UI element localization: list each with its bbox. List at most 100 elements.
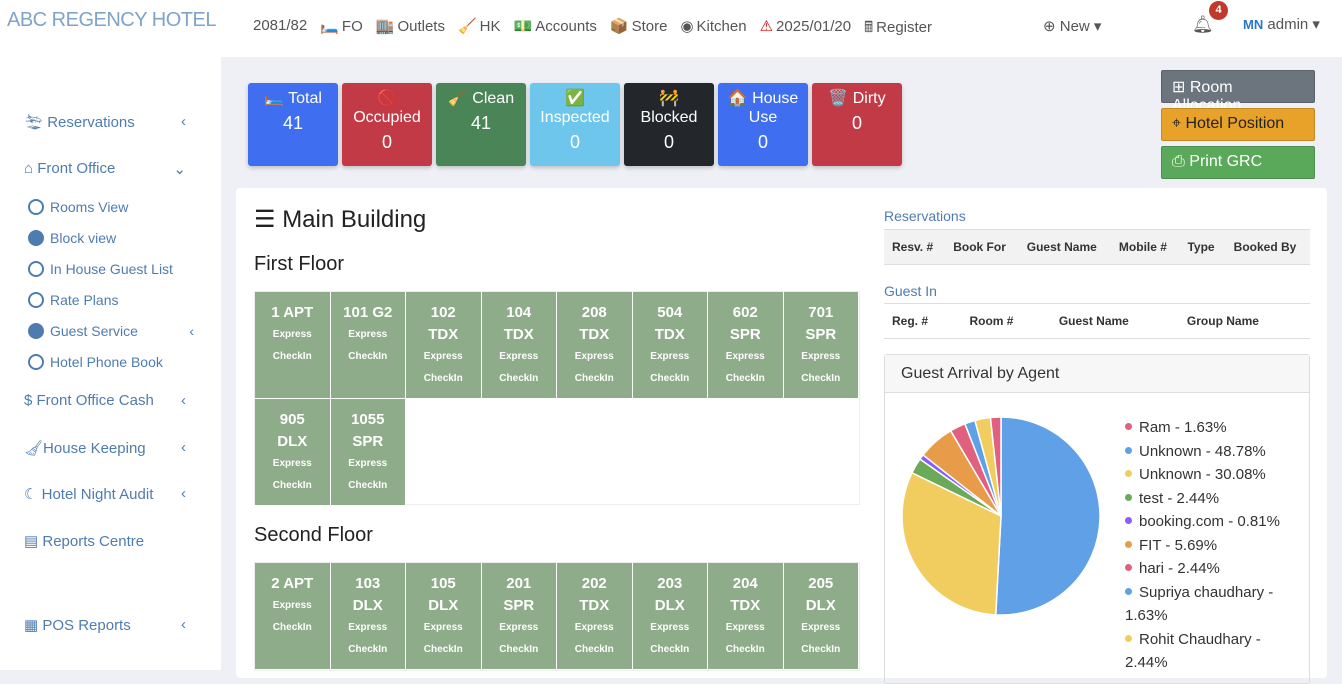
room-tile[interactable]: 2 APT Express CheckIn xyxy=(255,563,331,670)
legend-item[interactable]: booking.com - 0.81% xyxy=(1125,510,1305,534)
sidebar-item-front-office[interactable]: ⌂ Front Office ⌄ xyxy=(24,160,186,178)
room-status: CheckIn xyxy=(725,373,765,384)
room-tile[interactable]: 205 DLX Express CheckIn xyxy=(783,563,859,670)
nav-icon: 💵 xyxy=(513,18,533,35)
legend-item[interactable]: Unknown - 48.78% xyxy=(1125,440,1305,464)
legend-value: 30.08% xyxy=(1214,466,1266,483)
room-tile[interactable]: 701 SPR Express CheckIn xyxy=(783,292,859,399)
user-menu[interactable]: MN admin ▾ xyxy=(1243,16,1320,33)
status-card-occupied[interactable]: 🚫 Occupied 0 xyxy=(342,83,432,166)
room-tile[interactable]: 1 APT Express CheckIn xyxy=(255,292,331,399)
card-value: 0 xyxy=(851,113,862,133)
room-allocation-button[interactable]: ⊞ Room Allocation xyxy=(1161,70,1315,114)
hotel-position-button[interactable]: ⌖ Hotel Position xyxy=(1161,108,1315,141)
room-tile[interactable]: 1055 SPR Express CheckIn xyxy=(330,399,406,506)
pie-slice-unknown[interactable] xyxy=(994,416,1101,616)
sidebar-sub-rate-plans[interactable]: Rate Plans xyxy=(28,292,118,308)
nav-item-kitchen[interactable]: ◉ Kitchen xyxy=(680,18,747,35)
sidebar-item-night-audit[interactable]: ☾ Hotel Night Audit ‹ xyxy=(24,485,186,503)
room-status: Express xyxy=(574,622,614,633)
column-header: Mobile # xyxy=(1110,229,1180,265)
status-card-blocked[interactable]: 🚧 Blocked 0 xyxy=(624,83,714,166)
legend-item[interactable]: test - 2.44% xyxy=(1125,487,1305,511)
sidebar-item-house-keeping[interactable]: 🧹︎House Keeping ‹ xyxy=(24,439,186,457)
legend-dot xyxy=(1125,493,1132,501)
legend-item[interactable]: Rohit Chaudhary - 2.44% xyxy=(1125,630,1261,671)
sidebar-sub-block-view[interactable]: Block view xyxy=(28,230,116,246)
nav-item-accounts[interactable]: 💵 Accounts xyxy=(513,18,597,35)
column-header: Booked By xyxy=(1225,229,1310,265)
room-tile[interactable]: 201 SPR Express CheckIn xyxy=(481,563,557,670)
room-number: 1055 xyxy=(351,411,385,428)
room-tile[interactable]: 202 TDX Express CheckIn xyxy=(557,563,633,670)
circle-icon xyxy=(28,292,44,308)
nav-item-store[interactable]: 📦 Store xyxy=(609,18,668,35)
notification-badge: 4 xyxy=(1209,1,1228,20)
status-card-total[interactable]: 🛏️ Total 41 xyxy=(248,83,338,166)
legend-value: 1.63% xyxy=(1125,607,1168,624)
status-card-clean[interactable]: 🧹 Clean 41 xyxy=(436,83,526,166)
sidebar-sub-guest-service[interactable]: Guest Service ‹ xyxy=(28,323,194,339)
room-type: SPR xyxy=(729,326,761,343)
legend-dot xyxy=(1125,564,1132,571)
room-tile[interactable]: 602 SPR Express CheckIn xyxy=(708,292,784,399)
nav-item-register[interactable]: 🖩 Register xyxy=(864,19,932,36)
room-tile[interactable]: 101 G2 Express CheckIn xyxy=(330,292,406,399)
status-card-inspected[interactable]: ✅ Inspected 0 xyxy=(530,83,620,166)
card-icon: 🗑️ xyxy=(828,90,849,107)
card-value: 0 xyxy=(757,132,768,152)
nav-item-hk[interactable]: 🧹 HK xyxy=(457,18,501,35)
sidebar-item-pos-reports[interactable]: ▦ POS Reports ‹ xyxy=(24,616,186,634)
room-tile[interactable]: 104 TDX Express CheckIn xyxy=(481,292,557,399)
print-grc-button[interactable]: ⎙ Print GRC xyxy=(1161,146,1315,179)
legend-item[interactable]: Supriya chaudhary - 1.63% xyxy=(1125,583,1274,624)
legend-item[interactable]: hari - 2.44% xyxy=(1125,557,1305,581)
room-number: 202 xyxy=(581,575,607,592)
room-tile[interactable]: 204 TDX Express CheckIn xyxy=(708,563,784,670)
reservations-table: Resv. # Book For Guest Name Mobile # Type Boo… xyxy=(884,229,1310,265)
card-value: 41 xyxy=(282,113,304,133)
sidebar-sub-hotel-phone-book[interactable]: Hotel Phone Book xyxy=(28,354,163,370)
legend-item[interactable]: Unknown - 30.08% xyxy=(1125,463,1305,487)
nav-item-outlets[interactable]: 🏬 Outlets xyxy=(375,18,445,35)
status-card-house-use[interactable]: 🏠 House Use 0 xyxy=(718,83,808,166)
room-tile[interactable]: 103 DLX Express CheckIn xyxy=(330,563,406,670)
room-status: Express xyxy=(499,351,539,362)
pie-slice-unknown[interactable] xyxy=(901,471,1002,616)
floor-title: Second Floor xyxy=(254,524,373,546)
sidebar-item-reservations[interactable]: 🛬︎ Reservations ‹ xyxy=(24,113,186,131)
sidebar-item-front-office-cash[interactable]: $ Front Office Cash ‹ xyxy=(24,392,186,409)
legend-dot xyxy=(1125,470,1132,477)
legend-item[interactable]: FIT - 5.69% xyxy=(1125,534,1305,558)
legend-value: 5.69% xyxy=(1174,536,1218,554)
room-tile[interactable]: 105 DLX Express CheckIn xyxy=(406,563,482,670)
reservations-title: Reservations xyxy=(884,208,966,224)
room-tile[interactable]: 504 TDX Express CheckIn xyxy=(632,292,708,399)
room-type: SPR xyxy=(503,597,535,614)
nav-item-2081-82[interactable]: 2081/82 xyxy=(253,17,308,34)
file-icon: ▤ xyxy=(24,533,39,550)
legend-value: 2.44% xyxy=(1125,654,1168,671)
sidebar-item-reports-centre[interactable]: ▤ Reports Centre xyxy=(24,533,145,550)
sidebar-sub-in-house-guest-list[interactable]: In House Guest List xyxy=(28,261,173,277)
room-status: CheckIn xyxy=(272,480,312,491)
room-tile[interactable]: 905 DLX Express CheckIn xyxy=(255,399,331,506)
room-tile[interactable]: 208 TDX Express CheckIn xyxy=(557,292,633,399)
room-number: 2 APT xyxy=(271,575,314,592)
nav-item-2025-01-20[interactable]: ⚠ 2025/01/20 xyxy=(759,18,852,35)
bell-icon[interactable]: 🔔︎ xyxy=(1192,15,1214,34)
legend-item[interactable]: Ram - 1.63% xyxy=(1125,416,1305,440)
sidebar-sub-rooms-view[interactable]: Rooms View xyxy=(28,199,128,215)
brand-logo[interactable]: ABC REGENCY HOTEL xyxy=(7,9,216,31)
new-button[interactable]: ⊕ New ▾ xyxy=(1043,18,1102,35)
nav-icon: 🏬 xyxy=(375,18,395,35)
room-tile[interactable]: 203 DLX Express CheckIn xyxy=(632,563,708,670)
pie-slice-ram[interactable] xyxy=(989,416,1002,517)
status-card-dirty[interactable]: 🗑️ Dirty 0 xyxy=(812,83,902,166)
pie-chart xyxy=(901,416,1101,616)
nav-item-fo[interactable]: 🛏️ FO xyxy=(320,18,363,35)
guest-arrival-chart-card: Guest Arrival by Agent xyxy=(884,354,1310,684)
room-type: TDX xyxy=(730,597,761,614)
room-tile[interactable]: 102 TDX Express CheckIn xyxy=(406,292,482,399)
column-header: Resv. # xyxy=(884,229,946,265)
